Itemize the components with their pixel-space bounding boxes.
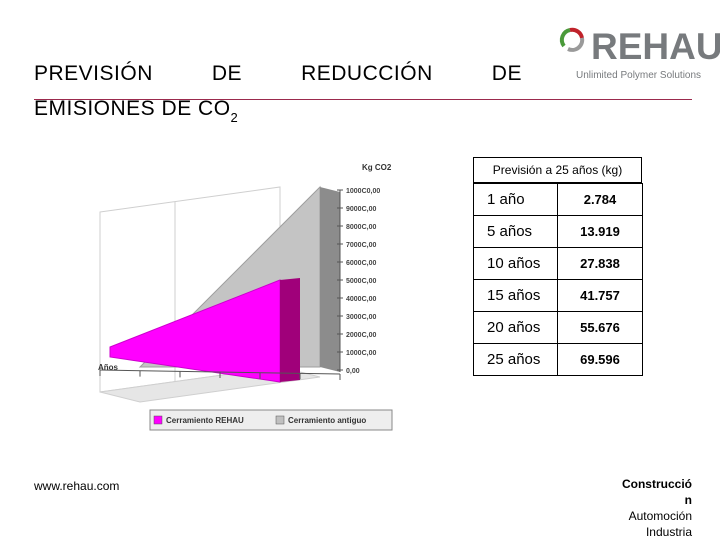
y-tick-label: 4000C,00 bbox=[346, 296, 376, 303]
y-tick-label: 9000C,00 bbox=[346, 206, 376, 213]
y-tick-label: 1000C,00 bbox=[346, 350, 376, 357]
title-rule bbox=[34, 99, 692, 100]
chart-x-label: Años bbox=[98, 363, 119, 372]
title-subscript: 2 bbox=[230, 110, 239, 126]
series-rehau-side bbox=[280, 278, 300, 382]
y-tick-label: 8000C,00 bbox=[346, 224, 376, 231]
legend-label-antiguo: Cerramiento antiguo bbox=[288, 416, 366, 425]
table-row: 20 años 55.676 bbox=[473, 311, 643, 344]
co2-chart: 0,00 1000C,00 2000C,00 3000C,00 4000C,00 5000… bbox=[98, 163, 393, 431]
chart-y-label: Kg CO2 bbox=[362, 163, 392, 172]
row-value: 2.784 bbox=[557, 183, 643, 216]
emissions-table: 1 año 2.784 5 años 13.919 10 años 27.838 15 añ… bbox=[473, 183, 643, 376]
logo-mark-icon bbox=[559, 27, 585, 52]
title-word: DE bbox=[491, 62, 522, 85]
table-row: 25 años 69.596 bbox=[473, 343, 643, 376]
footer-url[interactable]: www.rehau.com bbox=[34, 479, 120, 493]
footer-sector: Automoción bbox=[628, 509, 692, 523]
series-antiguo-side bbox=[320, 187, 340, 372]
footer-sectors: Construcció n Automoción Industria bbox=[602, 476, 692, 540]
y-tick-label: 5000C,00 bbox=[346, 278, 376, 285]
y-tick-label: 6000C,00 bbox=[346, 260, 376, 267]
y-tick-label: 0,00 bbox=[346, 368, 360, 375]
rehau-logo: REHAU Unlimited Polymer Solutions bbox=[556, 22, 720, 84]
y-tick-label: 3000C,00 bbox=[346, 314, 376, 321]
table-row: 1 año 2.784 bbox=[473, 183, 643, 216]
row-value: 69.596 bbox=[557, 343, 643, 376]
legend-swatch-rehau bbox=[153, 415, 163, 425]
row-period: 25 años bbox=[473, 343, 558, 376]
footer-sector: Industria bbox=[645, 525, 692, 539]
row-value: 13.919 bbox=[557, 215, 643, 248]
y-tick-label: 2000C,00 bbox=[346, 332, 376, 339]
row-period: 15 años bbox=[473, 279, 558, 312]
title-word: REDUCCIÓN bbox=[301, 62, 433, 85]
title-word: DE bbox=[211, 62, 243, 85]
row-value: 27.838 bbox=[557, 247, 643, 280]
footer-sector: Construcció bbox=[621, 477, 692, 491]
slide-title-line2: EMISIONES DE CO2 bbox=[34, 97, 239, 126]
legend-swatch-antiguo bbox=[275, 415, 285, 425]
legend-label-rehau: Cerramiento REHAU bbox=[166, 416, 244, 425]
title-word: PREVISIÓN bbox=[34, 62, 153, 85]
logo-word: REHAU bbox=[591, 26, 720, 67]
slide-title-line1: PREVISIÓN DE REDUCCIÓN DE bbox=[34, 62, 522, 86]
row-period: 1 año bbox=[473, 183, 558, 216]
table-row: 10 años 27.838 bbox=[473, 247, 643, 280]
y-tick-label: 1000C0,00 bbox=[346, 188, 380, 195]
table-row: 5 años 13.919 bbox=[473, 215, 643, 248]
row-value: 55.676 bbox=[557, 311, 643, 344]
row-period: 5 años bbox=[473, 215, 558, 248]
row-period: 10 años bbox=[473, 247, 558, 280]
title-text: EMISIONES DE CO bbox=[34, 97, 231, 120]
row-period: 20 años bbox=[473, 311, 558, 344]
table-row: 15 años 41.757 bbox=[473, 279, 643, 312]
row-value: 41.757 bbox=[557, 279, 643, 312]
logo-tagline: Unlimited Polymer Solutions bbox=[576, 70, 702, 81]
y-tick-label: 7000C,00 bbox=[346, 242, 376, 249]
table-title: Previsión a 25 años (kg) bbox=[473, 157, 642, 183]
chart-legend bbox=[149, 409, 393, 431]
footer-sector: n bbox=[684, 493, 692, 507]
